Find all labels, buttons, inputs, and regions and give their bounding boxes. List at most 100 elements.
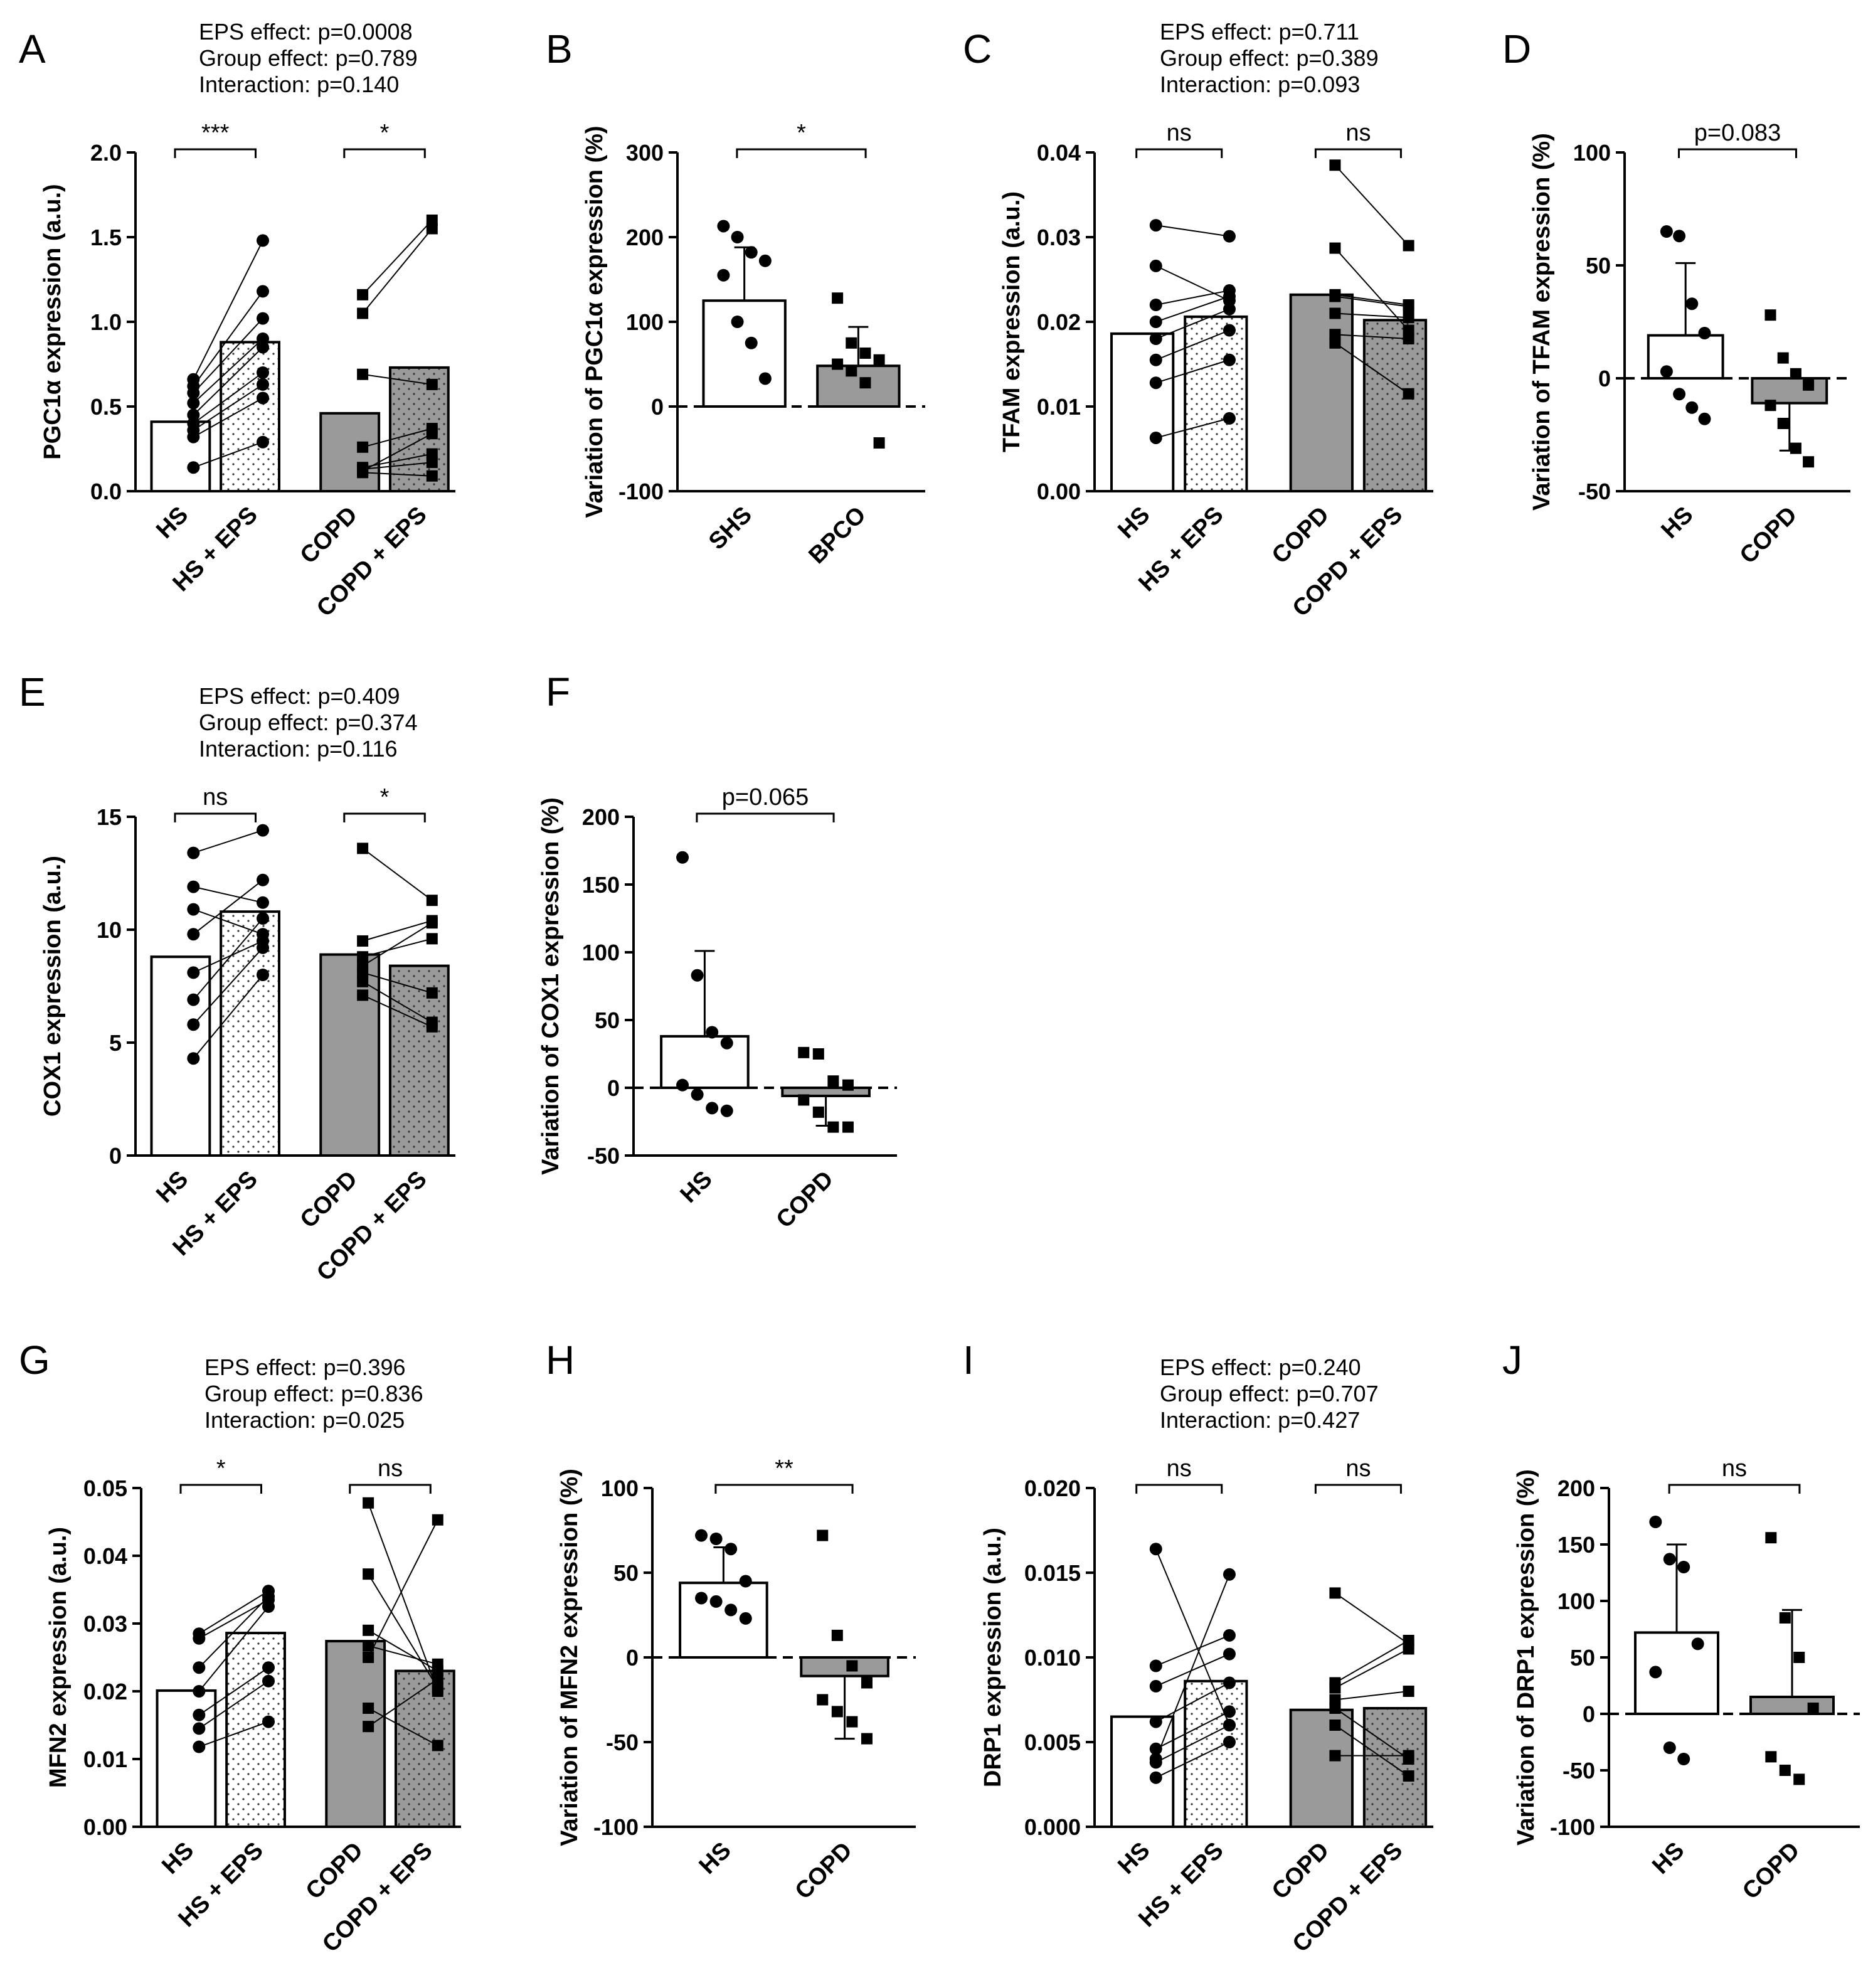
pair-line xyxy=(363,472,432,477)
data-point xyxy=(1223,324,1236,337)
bar-copd xyxy=(781,1087,871,1097)
data-point xyxy=(1663,1553,1676,1566)
pair-line xyxy=(1155,308,1230,339)
data-point xyxy=(691,1088,704,1101)
data-point xyxy=(798,1094,810,1106)
panel-d: D -50 0 50 100 Variation of TFAM expression (… xyxy=(1502,26,1850,569)
significance-label: *** xyxy=(201,120,230,146)
data-point xyxy=(262,1661,275,1674)
pair-line xyxy=(1155,1574,1230,1760)
stat-line: EPS effect: p=0.409 xyxy=(199,683,400,709)
data-point xyxy=(257,969,270,981)
panel-h: H -100 -50 0 50 100 Variation of MFN2 expressi… xyxy=(546,1337,916,1905)
data-point xyxy=(1149,431,1162,444)
y-tick-label: -100 xyxy=(618,479,664,504)
data-point xyxy=(257,378,270,391)
data-point xyxy=(1691,1637,1704,1650)
data-point xyxy=(1403,1686,1414,1697)
data-point xyxy=(257,824,270,837)
data-point xyxy=(1685,401,1699,414)
y-tick-label: 0 xyxy=(607,1075,620,1101)
data-point xyxy=(1403,240,1414,252)
pair-line xyxy=(368,1502,438,1692)
data-point xyxy=(1149,1679,1162,1693)
y-axis-label: Variation of PGC1α expression (%) xyxy=(581,125,608,518)
data-point xyxy=(861,1733,873,1745)
data-point xyxy=(731,316,744,328)
data-point xyxy=(257,332,270,345)
y-tick-label: -100 xyxy=(593,1814,639,1840)
pair-line xyxy=(193,886,263,903)
y-tick-label: 15 xyxy=(97,804,122,830)
pair-line xyxy=(368,1678,438,1727)
data-point xyxy=(1329,159,1341,171)
category-label: BPCO xyxy=(804,502,871,569)
data-point xyxy=(706,1102,719,1115)
data-point xyxy=(1223,412,1236,425)
pair-line xyxy=(193,372,263,424)
y-tick-label: 0.010 xyxy=(1024,1645,1081,1671)
bar-copd-eps xyxy=(388,964,450,1157)
data-point xyxy=(1765,1751,1777,1763)
y-tick-label: 200 xyxy=(582,804,620,830)
data-point xyxy=(859,347,871,359)
pair-line xyxy=(1335,1691,1409,1701)
pair-line xyxy=(362,981,433,1023)
pair-line xyxy=(368,1573,438,1689)
data-point xyxy=(1677,1561,1690,1573)
y-tick-label: 200 xyxy=(626,225,664,250)
data-point xyxy=(1803,456,1815,468)
data-point xyxy=(1403,388,1414,400)
data-point xyxy=(745,246,758,259)
data-point xyxy=(357,307,369,319)
stat-line: Group effect: p=0.789 xyxy=(199,45,418,71)
data-point xyxy=(758,372,772,385)
pair-line xyxy=(193,384,263,431)
data-point xyxy=(846,337,857,349)
pair-line xyxy=(1155,1711,1230,1750)
stat-line: Interaction: p=0.093 xyxy=(1160,72,1360,97)
data-point xyxy=(426,895,438,906)
data-point xyxy=(357,935,369,947)
data-point xyxy=(1663,1741,1676,1754)
pair-line xyxy=(1155,329,1230,361)
pair-line xyxy=(362,433,433,472)
pair-line xyxy=(1334,1648,1409,1689)
data-point xyxy=(262,1674,275,1688)
data-point xyxy=(432,1686,443,1697)
data-point xyxy=(1329,307,1341,319)
significance-label: * xyxy=(216,1455,226,1482)
pair-line xyxy=(1334,1640,1409,1684)
stat-line: EPS effect: p=0.396 xyxy=(204,1354,406,1380)
y-tick-label: -50 xyxy=(587,1143,620,1169)
data-point xyxy=(1779,1765,1791,1776)
significance-bracket xyxy=(696,812,835,822)
pair-line xyxy=(198,1590,269,1635)
data-point xyxy=(426,933,438,945)
data-point xyxy=(1149,259,1162,272)
pair-line xyxy=(193,908,263,935)
bar-hs xyxy=(660,1034,750,1090)
data-point xyxy=(846,365,857,377)
y-tick-label: 5 xyxy=(109,1030,122,1056)
data-point xyxy=(1777,352,1789,364)
pair-line xyxy=(362,938,433,958)
data-point xyxy=(1223,284,1236,297)
y-tick-label: 0.5 xyxy=(90,394,122,420)
category-label: SHS xyxy=(704,502,757,555)
y-axis-label: TFAM expression (a.u.) xyxy=(999,191,1025,452)
data-point xyxy=(1149,332,1162,345)
pair-line xyxy=(193,829,263,854)
pair-line xyxy=(1155,1725,1230,1763)
panel-label: I xyxy=(963,1337,974,1383)
data-point xyxy=(1793,1773,1805,1785)
data-point xyxy=(1403,299,1414,311)
data-point xyxy=(1149,299,1162,311)
panel-label: A xyxy=(19,26,46,72)
pair-line xyxy=(193,940,263,974)
data-point xyxy=(695,1529,708,1542)
data-point xyxy=(717,220,730,233)
y-tick-label: 0.04 xyxy=(1037,140,1081,166)
y-axis-label: Variation of DRP1 expression (%) xyxy=(1513,1469,1539,1846)
